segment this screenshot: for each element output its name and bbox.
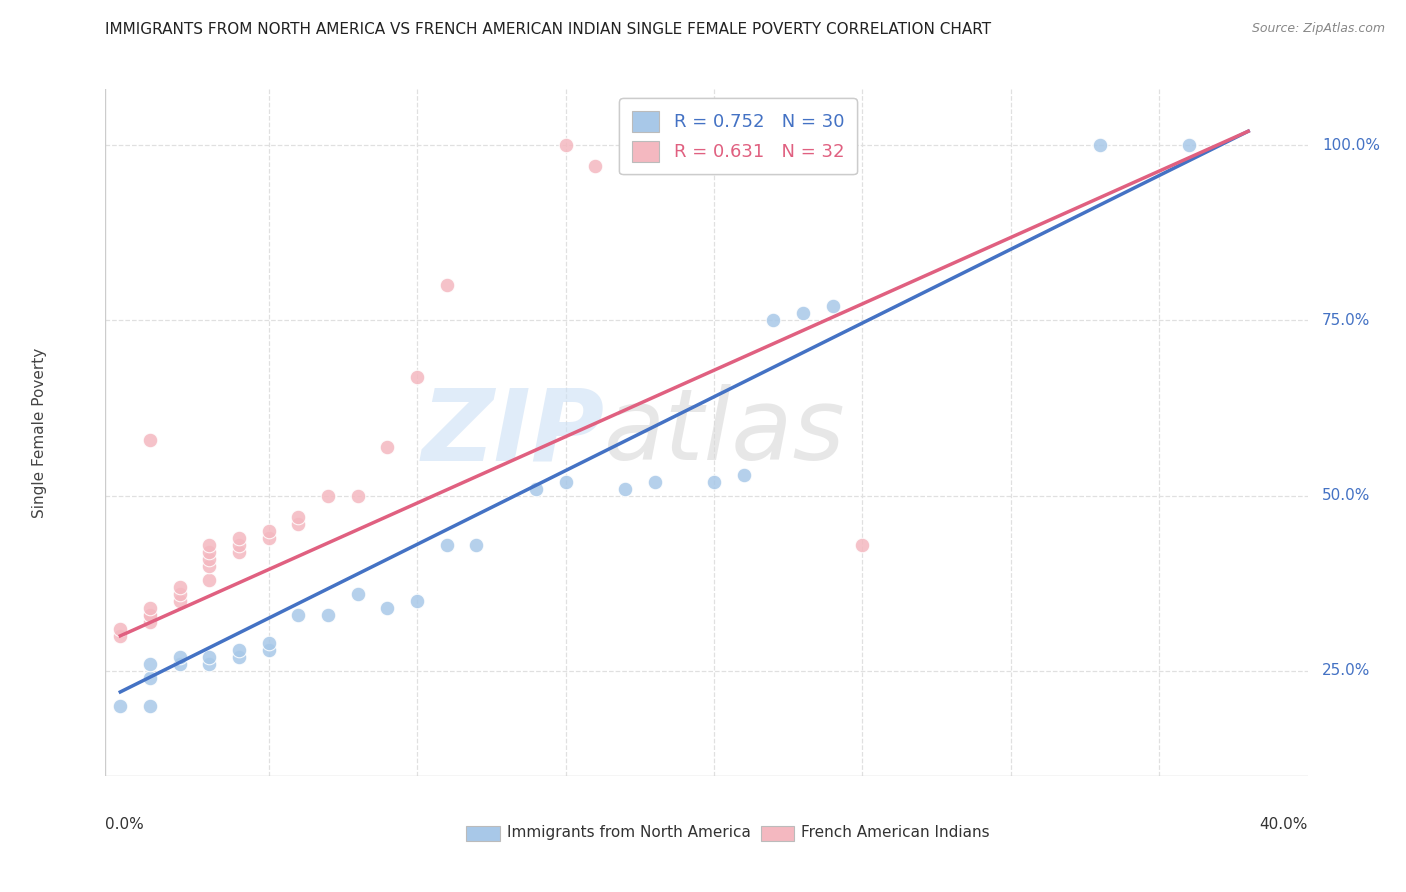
Point xyxy=(406,594,429,608)
Text: atlas: atlas xyxy=(605,384,846,481)
Point xyxy=(583,159,606,173)
Point xyxy=(465,538,488,552)
Point xyxy=(287,607,309,622)
Text: 75.0%: 75.0% xyxy=(1322,313,1371,328)
Point xyxy=(139,607,162,622)
Point xyxy=(792,306,814,320)
Point xyxy=(228,649,250,664)
Point xyxy=(139,671,162,685)
Point xyxy=(762,313,785,327)
Point xyxy=(406,369,429,384)
Point xyxy=(377,440,399,454)
Point xyxy=(169,580,191,594)
Point xyxy=(228,545,250,559)
Point xyxy=(257,524,280,538)
Point xyxy=(139,607,162,622)
Text: 100.0%: 100.0% xyxy=(1322,137,1381,153)
Point xyxy=(169,587,191,601)
Point xyxy=(821,300,844,314)
FancyBboxPatch shape xyxy=(761,826,794,841)
Text: 40.0%: 40.0% xyxy=(1260,817,1308,832)
Point xyxy=(139,433,162,447)
Text: 25.0%: 25.0% xyxy=(1322,664,1371,679)
Point xyxy=(198,551,221,566)
Legend: R = 0.752   N = 30, R = 0.631   N = 32: R = 0.752 N = 30, R = 0.631 N = 32 xyxy=(620,98,856,174)
Point xyxy=(110,622,132,636)
Point xyxy=(1088,138,1111,153)
Point xyxy=(316,607,339,622)
Point xyxy=(198,573,221,587)
Point xyxy=(524,482,547,496)
Point xyxy=(257,643,280,657)
Text: 0.0%: 0.0% xyxy=(105,817,145,832)
Point xyxy=(139,600,162,615)
Point xyxy=(139,698,162,713)
Text: Source: ZipAtlas.com: Source: ZipAtlas.com xyxy=(1251,22,1385,36)
Point xyxy=(377,600,399,615)
Point xyxy=(436,278,458,293)
Point xyxy=(316,489,339,503)
Point xyxy=(613,482,636,496)
Point xyxy=(198,649,221,664)
Point xyxy=(139,615,162,629)
Point xyxy=(228,531,250,545)
Point xyxy=(733,467,755,482)
Point xyxy=(703,475,725,489)
Text: Single Female Poverty: Single Female Poverty xyxy=(32,348,46,517)
Point xyxy=(198,657,221,671)
Point xyxy=(198,538,221,552)
Point xyxy=(257,531,280,545)
Point xyxy=(644,159,666,173)
Point xyxy=(346,489,368,503)
Point xyxy=(169,657,191,671)
Point xyxy=(1178,138,1201,153)
Point xyxy=(257,636,280,650)
FancyBboxPatch shape xyxy=(465,826,499,841)
Point xyxy=(346,587,368,601)
Point xyxy=(169,649,191,664)
Point xyxy=(554,475,576,489)
Point xyxy=(644,475,666,489)
Text: 50.0%: 50.0% xyxy=(1322,488,1371,503)
Point xyxy=(851,538,873,552)
Text: ZIP: ZIP xyxy=(422,384,605,481)
Point xyxy=(110,629,132,643)
Point xyxy=(733,159,755,173)
Text: Immigrants from North America: Immigrants from North America xyxy=(508,825,751,840)
Point xyxy=(169,594,191,608)
Point xyxy=(198,545,221,559)
Point xyxy=(110,698,132,713)
Text: French American Indians: French American Indians xyxy=(801,825,990,840)
Point xyxy=(436,538,458,552)
Point xyxy=(554,138,576,153)
Point xyxy=(139,657,162,671)
Text: IMMIGRANTS FROM NORTH AMERICA VS FRENCH AMERICAN INDIAN SINGLE FEMALE POVERTY CO: IMMIGRANTS FROM NORTH AMERICA VS FRENCH … xyxy=(105,22,991,37)
Point xyxy=(198,558,221,573)
Point xyxy=(228,538,250,552)
Point xyxy=(287,509,309,524)
Point xyxy=(228,643,250,657)
Point xyxy=(287,516,309,531)
